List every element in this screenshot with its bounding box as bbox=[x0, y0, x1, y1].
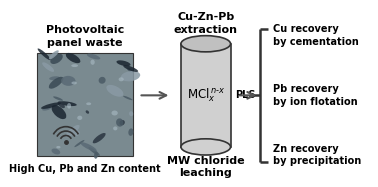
Ellipse shape bbox=[51, 105, 66, 119]
Ellipse shape bbox=[49, 50, 59, 59]
Ellipse shape bbox=[106, 85, 124, 97]
Ellipse shape bbox=[86, 102, 91, 105]
FancyBboxPatch shape bbox=[37, 53, 133, 156]
Ellipse shape bbox=[181, 36, 231, 52]
FancyBboxPatch shape bbox=[181, 44, 231, 147]
Ellipse shape bbox=[42, 107, 51, 111]
Ellipse shape bbox=[88, 147, 100, 156]
Ellipse shape bbox=[113, 126, 118, 130]
Ellipse shape bbox=[53, 96, 63, 101]
Ellipse shape bbox=[58, 101, 77, 106]
Ellipse shape bbox=[129, 111, 133, 116]
Ellipse shape bbox=[74, 140, 84, 147]
Ellipse shape bbox=[81, 142, 97, 151]
Text: MW chloride
leaching: MW chloride leaching bbox=[167, 156, 245, 178]
Ellipse shape bbox=[66, 125, 80, 137]
Ellipse shape bbox=[119, 77, 124, 81]
Ellipse shape bbox=[119, 120, 125, 125]
Ellipse shape bbox=[123, 65, 138, 72]
Ellipse shape bbox=[129, 128, 133, 136]
Text: Zn recovery
by precipitation: Zn recovery by precipitation bbox=[273, 144, 361, 166]
Ellipse shape bbox=[74, 131, 80, 136]
Ellipse shape bbox=[67, 103, 71, 109]
Ellipse shape bbox=[87, 54, 100, 59]
Ellipse shape bbox=[49, 77, 64, 89]
Ellipse shape bbox=[90, 60, 95, 65]
Ellipse shape bbox=[123, 96, 133, 100]
Ellipse shape bbox=[57, 102, 65, 108]
Ellipse shape bbox=[66, 53, 81, 63]
Ellipse shape bbox=[181, 139, 231, 155]
Ellipse shape bbox=[42, 62, 54, 72]
Text: Cu-Zn-Pb
extraction: Cu-Zn-Pb extraction bbox=[174, 12, 238, 35]
Ellipse shape bbox=[112, 111, 118, 116]
Ellipse shape bbox=[99, 77, 105, 84]
Ellipse shape bbox=[49, 76, 60, 80]
Ellipse shape bbox=[93, 133, 105, 143]
Text: Photovoltaic
panel waste: Photovoltaic panel waste bbox=[46, 25, 124, 47]
Ellipse shape bbox=[71, 82, 77, 85]
Ellipse shape bbox=[56, 146, 60, 148]
Ellipse shape bbox=[116, 60, 130, 66]
Ellipse shape bbox=[50, 54, 63, 64]
Text: $\mathrm{MCl}_x^{\,n\text{-}x}$: $\mathrm{MCl}_x^{\,n\text{-}x}$ bbox=[187, 87, 225, 104]
Ellipse shape bbox=[94, 152, 98, 159]
Ellipse shape bbox=[71, 64, 78, 67]
Text: Pb recovery
by ion flotation: Pb recovery by ion flotation bbox=[273, 84, 358, 107]
Ellipse shape bbox=[77, 116, 82, 120]
Ellipse shape bbox=[116, 118, 124, 127]
Ellipse shape bbox=[37, 48, 51, 60]
Ellipse shape bbox=[121, 71, 140, 81]
Text: High Cu, Pb and Zn content: High Cu, Pb and Zn content bbox=[9, 164, 161, 174]
Ellipse shape bbox=[51, 148, 60, 154]
Ellipse shape bbox=[86, 110, 89, 114]
Ellipse shape bbox=[41, 102, 61, 109]
Text: PLS: PLS bbox=[235, 90, 255, 100]
Ellipse shape bbox=[61, 76, 76, 86]
Text: Cu recovery
by cementation: Cu recovery by cementation bbox=[273, 24, 359, 47]
Ellipse shape bbox=[127, 68, 134, 73]
